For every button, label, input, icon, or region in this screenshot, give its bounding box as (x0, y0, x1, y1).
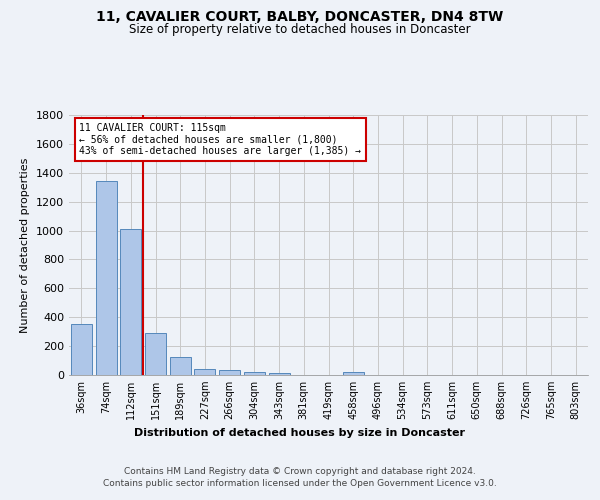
Text: 11 CAVALIER COURT: 115sqm
← 56% of detached houses are smaller (1,800)
43% of se: 11 CAVALIER COURT: 115sqm ← 56% of detac… (79, 123, 361, 156)
Y-axis label: Number of detached properties: Number of detached properties (20, 158, 31, 332)
Bar (343, 372, 364, 375)
Bar (145, 333, 166, 375)
Bar (71, 324, 92, 375)
Bar (120, 229, 141, 375)
Text: 11, CAVALIER COURT, BALBY, DONCASTER, DN4 8TW: 11, CAVALIER COURT, BALBY, DONCASTER, DN… (97, 10, 503, 24)
Bar (244, 372, 265, 375)
Text: Size of property relative to detached houses in Doncaster: Size of property relative to detached ho… (129, 22, 471, 36)
Bar (219, 370, 240, 375)
Text: Contains public sector information licensed under the Open Government Licence v3: Contains public sector information licen… (103, 479, 497, 488)
Bar (170, 357, 191, 375)
Bar (95, 180, 116, 375)
Bar (269, 372, 290, 375)
Text: Contains HM Land Registry data © Crown copyright and database right 2024.: Contains HM Land Registry data © Crown c… (124, 468, 476, 476)
Text: Distribution of detached houses by size in Doncaster: Distribution of detached houses by size … (134, 428, 466, 438)
Bar (194, 369, 215, 375)
